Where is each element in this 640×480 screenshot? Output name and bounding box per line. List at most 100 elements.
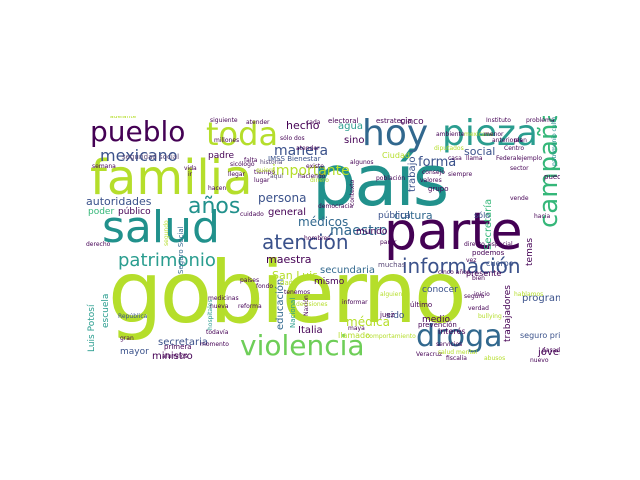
word: seguro bbox=[464, 293, 485, 300]
word: bullying bbox=[478, 313, 502, 320]
word: mismo bbox=[314, 277, 345, 287]
word: atender bbox=[296, 145, 320, 152]
word: países bbox=[240, 277, 260, 284]
word: años bbox=[188, 194, 241, 219]
word: cinco bbox=[400, 117, 424, 127]
word: hacia bbox=[534, 213, 551, 220]
word: derecho bbox=[86, 241, 111, 248]
word: país bbox=[312, 140, 449, 222]
word: partir bbox=[380, 239, 397, 246]
word: IMSS Bienestar bbox=[268, 155, 321, 163]
word: gobierno bbox=[108, 243, 467, 343]
word: verdad bbox=[468, 305, 489, 312]
word: muchas bbox=[378, 261, 406, 269]
word: mexicana bbox=[464, 131, 494, 138]
word: maestro bbox=[330, 223, 388, 239]
word: valores bbox=[420, 177, 442, 184]
word: lugar bbox=[254, 177, 270, 184]
word: conocer bbox=[422, 285, 458, 295]
word: vende bbox=[510, 195, 529, 202]
word: falta bbox=[244, 157, 258, 164]
word: quiero bbox=[256, 167, 275, 174]
word: patrimonio cultural bbox=[551, 116, 558, 166]
word: parte bbox=[384, 202, 523, 262]
word: momento bbox=[200, 341, 229, 348]
word: daño bbox=[280, 279, 298, 287]
word: maya bbox=[348, 325, 365, 332]
word: secundaria bbox=[320, 265, 376, 276]
word: Seguro Social bbox=[177, 226, 185, 274]
word: directo bbox=[464, 241, 485, 248]
word: importante bbox=[272, 163, 350, 179]
word: informar bbox=[342, 299, 368, 306]
word: vida bbox=[184, 165, 197, 172]
word: gran bbox=[120, 335, 134, 342]
word: padre bbox=[208, 151, 234, 161]
word: segundo bbox=[163, 220, 170, 246]
word: mundo bbox=[356, 227, 388, 237]
word: programa bbox=[522, 293, 560, 304]
word: Federal bbox=[496, 155, 519, 162]
word: hombres bbox=[304, 235, 331, 242]
word: pieza bbox=[442, 116, 538, 154]
word: algunos bbox=[350, 159, 374, 166]
word: pueden bbox=[544, 173, 560, 181]
word: cada bbox=[306, 119, 321, 126]
word: Veracruz bbox=[416, 351, 443, 358]
word: llama bbox=[466, 155, 483, 162]
word: sido bbox=[386, 311, 405, 321]
word: decisiones bbox=[296, 301, 328, 308]
word: alumnos bbox=[162, 353, 188, 360]
word: social bbox=[464, 145, 496, 158]
word: trabajadores bbox=[503, 285, 513, 342]
word: ir bbox=[188, 171, 193, 178]
word: temas bbox=[525, 237, 535, 266]
word: siguiente bbox=[210, 117, 238, 124]
word: menor bbox=[484, 131, 504, 138]
word: tiempo bbox=[254, 169, 276, 176]
word: llamado bbox=[338, 331, 371, 340]
word: nuevo bbox=[530, 357, 549, 364]
word: especial bbox=[488, 241, 513, 248]
word: Instituto bbox=[486, 117, 511, 124]
word: cultura bbox=[394, 209, 433, 222]
word: abusos bbox=[484, 355, 506, 362]
word: siempre bbox=[448, 171, 473, 178]
word: anteriores bbox=[492, 137, 523, 144]
word: seguridad social bbox=[122, 153, 180, 161]
word: sólo bbox=[474, 211, 491, 220]
word: fiscalía bbox=[446, 355, 467, 362]
word: diputados bbox=[434, 145, 464, 152]
word: inicio bbox=[474, 291, 490, 298]
word: ambiente bbox=[436, 131, 465, 138]
word: primera bbox=[164, 343, 192, 351]
word: electoral bbox=[328, 117, 359, 125]
word: podemos bbox=[472, 249, 505, 257]
word: casa bbox=[448, 155, 462, 162]
word: nueva bbox=[210, 303, 229, 310]
word: sicólogo bbox=[230, 161, 255, 168]
word: familia bbox=[90, 150, 253, 206]
word: millones bbox=[214, 137, 240, 144]
word: cuidado bbox=[240, 211, 264, 218]
word: San Luis bbox=[272, 269, 318, 282]
word: público bbox=[118, 207, 151, 217]
word: hacen bbox=[208, 185, 227, 192]
word: pública bbox=[378, 211, 411, 221]
word: Luis Potosí bbox=[87, 304, 97, 352]
word: pueblo bbox=[90, 116, 186, 148]
word: estrategia bbox=[376, 117, 412, 125]
word-cloud: gobierno país familia parte salud hoy pi… bbox=[80, 116, 560, 364]
word: interés bbox=[438, 327, 466, 336]
word: sector bbox=[510, 165, 529, 172]
word: agua bbox=[338, 121, 363, 132]
word: consejo bbox=[422, 169, 445, 176]
word: Italia bbox=[298, 325, 323, 336]
word: autoridades bbox=[86, 195, 152, 208]
word: último bbox=[410, 301, 433, 309]
word: Centro bbox=[504, 145, 525, 152]
word: ejemplo bbox=[518, 155, 543, 162]
word: vez bbox=[466, 257, 477, 264]
word: juez bbox=[380, 311, 395, 319]
word: droga bbox=[416, 319, 503, 354]
